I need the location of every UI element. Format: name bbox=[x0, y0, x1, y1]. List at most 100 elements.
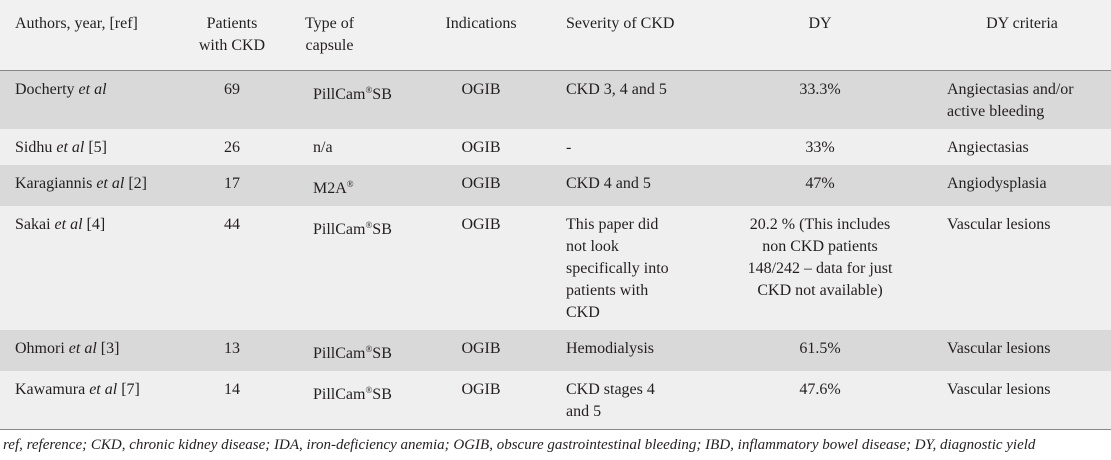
table-cell: OGIB bbox=[415, 165, 547, 206]
cell-text: Angiectasias bbox=[947, 138, 1029, 156]
table-cell: OGIB bbox=[415, 371, 547, 429]
table-cell: PillCam®SB bbox=[274, 330, 415, 371]
cell-text: CKD 3, 4 and 5 bbox=[566, 80, 667, 98]
table-body: Docherty et al 69 PillCam®SB OGIB CKD 3, 4 a… bbox=[0, 70, 1111, 429]
table-cell: OGIB bbox=[415, 206, 547, 330]
table-cell: PillCam®SB bbox=[274, 70, 415, 129]
cell-text: 17 bbox=[224, 174, 240, 192]
table-cell: Hemodialysis bbox=[547, 330, 712, 371]
table-row: Ohmori et al [3] 13 PillCam®SB OGIB Hemodial… bbox=[0, 329, 1111, 371]
cell-text: Hemodialysis bbox=[566, 339, 654, 357]
table-cell: Angiodysplasia bbox=[928, 165, 1111, 206]
table-cell: 69 bbox=[190, 70, 274, 129]
table-cell: PillCam®SB bbox=[274, 371, 415, 429]
cell-text: Docherty bbox=[15, 80, 79, 98]
footnote: ref, reference; CKD, chronic kidney dise… bbox=[0, 428, 1111, 454]
cell-text-sup: ® bbox=[346, 178, 354, 189]
cell-text: CKD stages 4 and 5 bbox=[566, 380, 655, 420]
cell-text: Vascular lesions bbox=[947, 380, 1051, 398]
header-row: Authors, year, [ref] Patients with CKD Typ… bbox=[0, 0, 1111, 70]
table-row: Karagiannis et al [2] 17 M2A® OGIB CKD 4 and… bbox=[0, 164, 1111, 206]
cell-text: - bbox=[566, 138, 572, 156]
header-cell: Type of capsule bbox=[274, 0, 415, 70]
table-cell: Vascular lesions bbox=[928, 371, 1111, 429]
header-cell: Severity of CKD bbox=[547, 0, 712, 70]
cell-text: 13 bbox=[224, 339, 240, 357]
cell-text-italic: et al bbox=[56, 138, 85, 156]
header-cell: Indications bbox=[415, 0, 547, 70]
header-text: Severity of CKD bbox=[566, 15, 675, 32]
table-cell: Sakai et al [4] bbox=[0, 206, 190, 330]
cell-text-italic: et al bbox=[68, 339, 97, 357]
cell-text-sup: ® bbox=[365, 219, 373, 230]
table-cell: CKD 3, 4 and 5 bbox=[547, 70, 712, 129]
cell-text-sup: ® bbox=[365, 84, 373, 95]
cell-text: Karagiannis bbox=[15, 174, 97, 192]
header-text: DY bbox=[808, 15, 832, 32]
cell-text: Vascular lesions bbox=[947, 215, 1051, 233]
cell-text: [5] bbox=[84, 138, 107, 156]
table-cell: 44 bbox=[190, 206, 274, 330]
cell-text-italic: et al bbox=[96, 174, 125, 192]
cell-text: [7] bbox=[117, 380, 140, 398]
table-cell: CKD stages 4 and 5 bbox=[547, 371, 712, 429]
table-cell: Kawamura et al [7] bbox=[0, 371, 190, 429]
cell-text: M2A bbox=[313, 179, 347, 197]
table-cell: 47% bbox=[712, 165, 928, 206]
header-cell: Patients with CKD bbox=[190, 0, 274, 70]
table-row: Kawamura et al [7] 14 PillCam®SB OGIB CKD st… bbox=[0, 370, 1111, 429]
cell-text: n/a bbox=[313, 138, 333, 156]
cell-text: SB bbox=[372, 385, 392, 403]
header-cell: DY bbox=[712, 0, 928, 70]
cell-text: OGIB bbox=[461, 380, 501, 398]
header-text: Patients with CKD bbox=[198, 15, 266, 54]
cell-text: 33% bbox=[805, 138, 835, 156]
table-cell: 33.3% bbox=[712, 70, 928, 129]
cell-text: OGIB bbox=[461, 215, 501, 233]
table-cell: 17 bbox=[190, 165, 274, 206]
table-cell: - bbox=[547, 129, 712, 165]
table-row: Sidhu et al [5] 26 n/a OGIB - 33% Angiectasias bbox=[0, 128, 1111, 165]
table-cell: This paper did not look specifically int… bbox=[547, 206, 712, 330]
cell-text: 33.3% bbox=[799, 80, 841, 98]
table-cell: n/a bbox=[274, 129, 415, 165]
table-cell: Angiectasias bbox=[928, 129, 1111, 165]
table-row: Docherty et al 69 PillCam®SB OGIB CKD 3, 4 a… bbox=[0, 70, 1111, 129]
cell-text: [3] bbox=[96, 339, 120, 357]
cell-text: Ohmori bbox=[15, 339, 69, 357]
cell-text: Kawamura bbox=[15, 380, 90, 398]
header-text: Authors, year, [ref] bbox=[15, 15, 138, 32]
table-row: Sakai et al [4] 44 PillCam®SB OGIB This pape… bbox=[0, 205, 1111, 330]
cell-text: 20.2 % (This includes non CKD patients 1… bbox=[747, 215, 893, 299]
table-cell: 47.6% bbox=[712, 371, 928, 429]
table-cell: Vascular lesions bbox=[928, 330, 1111, 371]
table-cell: 61.5% bbox=[712, 330, 928, 371]
table-cell: Karagiannis et al [2] bbox=[0, 165, 190, 206]
table-cell: Ohmori et al [3] bbox=[0, 330, 190, 371]
cell-text: 69 bbox=[224, 80, 240, 98]
cell-text: 47.6% bbox=[799, 380, 841, 398]
cell-text: [2] bbox=[124, 174, 147, 192]
table-cell: CKD 4 and 5 bbox=[547, 165, 712, 206]
table-cell: Docherty et al bbox=[0, 70, 190, 129]
cell-text: Sidhu bbox=[15, 138, 57, 156]
cell-text: Angiectasias and/or active bleeding bbox=[947, 80, 1074, 120]
cell-text: This paper did not look specifically int… bbox=[566, 215, 669, 321]
table-cell: Sidhu et al [5] bbox=[0, 129, 190, 165]
table-cell: PillCam®SB bbox=[274, 206, 415, 330]
cell-text: SB bbox=[372, 344, 392, 362]
cell-text: 44 bbox=[224, 215, 240, 233]
cell-text-sup: ® bbox=[365, 343, 373, 354]
table-header: Authors, year, [ref] Patients with CKD Typ… bbox=[0, 0, 1111, 70]
table-cell: OGIB bbox=[415, 129, 547, 165]
table-cell: 13 bbox=[190, 330, 274, 371]
cell-text: PillCam bbox=[313, 220, 366, 238]
cell-text: Sakai bbox=[15, 215, 55, 233]
table-cell: Vascular lesions bbox=[928, 206, 1111, 330]
table-cell: M2A® bbox=[274, 165, 415, 206]
header-cell: DY criteria bbox=[928, 0, 1111, 70]
table-cell: OGIB bbox=[415, 330, 547, 371]
cell-text: CKD 4 and 5 bbox=[566, 174, 651, 192]
cell-text: 47% bbox=[805, 174, 835, 192]
cell-text: OGIB bbox=[461, 174, 501, 192]
